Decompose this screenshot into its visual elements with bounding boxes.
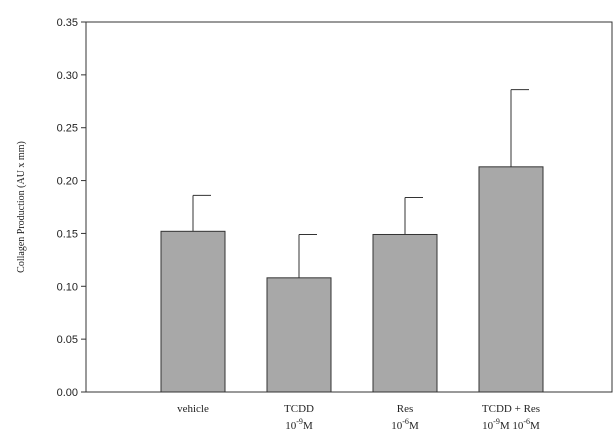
- y-tick-label: 0.35: [57, 17, 78, 29]
- bar: [372, 233, 438, 393]
- y-tick-label: 0.10: [57, 281, 78, 293]
- bar: [478, 166, 544, 393]
- x-tick-label: 10-9M 10-6M: [482, 417, 540, 432]
- bars: [160, 166, 544, 393]
- y-tick-label: 0.05: [57, 334, 78, 346]
- y-axis-ticks: 0.00 0.05 0.10 0.15 0.20 0.25 0.30 0.35: [57, 17, 86, 399]
- x-tick-label: Res: [397, 403, 414, 415]
- x-tick-label: 10-6M: [391, 417, 419, 432]
- y-tick-label: 0.00: [57, 387, 78, 399]
- x-tick-label: vehicle: [177, 403, 209, 415]
- x-tick-label: 10-9M: [285, 417, 313, 432]
- x-axis-labels: vehicle TCDD 10-9M Res 10-6M TCDD + Res 10-9M …: [177, 403, 540, 432]
- bar: [266, 277, 332, 393]
- bar: [160, 230, 226, 393]
- y-tick-label: 0.20: [57, 176, 78, 188]
- error-bars: [192, 89, 529, 278]
- y-tick-label: 0.15: [57, 228, 78, 240]
- x-tick-label: TCDD + Res: [482, 403, 540, 415]
- y-axis-label: Collagen Production (AU x mm): [16, 141, 27, 273]
- y-tick-label: 0.25: [57, 123, 78, 135]
- x-tick-label: TCDD: [284, 403, 314, 415]
- y-tick-label: 0.30: [57, 70, 78, 82]
